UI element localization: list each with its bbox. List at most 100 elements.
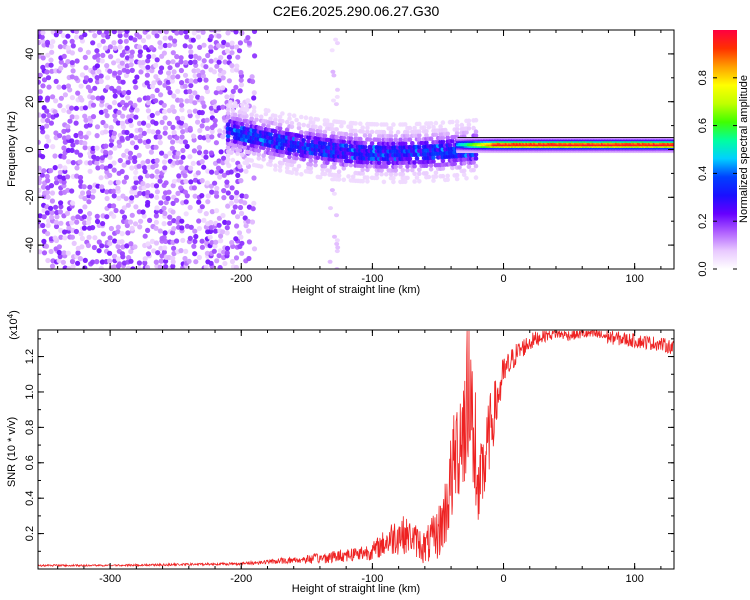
spectrogram-cell — [280, 161, 285, 166]
spectrogram-cell — [251, 246, 258, 252]
spectrogram-cell — [45, 257, 51, 264]
spectrogram-cell — [393, 133, 399, 139]
spectrogram-cell — [170, 124, 176, 130]
spectrogram-cell — [145, 251, 151, 257]
spectrogram-cell — [424, 129, 429, 134]
spectrogram-cell — [313, 162, 318, 168]
spectrogram-cell — [56, 84, 62, 90]
spectrogram-cell — [273, 113, 278, 119]
spectrogram-cell — [235, 214, 241, 220]
spectrogram-cell — [74, 219, 80, 225]
spectrogram-cell — [251, 200, 257, 206]
spectrogram-cell — [95, 95, 101, 101]
spectrogram-cell — [330, 130, 336, 135]
spectrogram-cell — [461, 160, 467, 166]
spectrogram-cell — [192, 73, 198, 79]
spectrogram-cell — [43, 143, 50, 149]
spectrogram-cell — [69, 95, 75, 101]
spectrogram-cell — [137, 175, 144, 181]
spectrogram-cell — [334, 238, 340, 243]
spectrogram-cell — [119, 231, 125, 237]
spectrogram-cell — [91, 244, 97, 251]
spectrogram-cell — [217, 128, 223, 134]
spectrogram-cell — [83, 65, 89, 71]
spectrogram-cell — [83, 117, 89, 123]
spectrogram-cell — [49, 214, 55, 220]
spectrogram-cell — [73, 105, 79, 111]
spectrogram-cell — [117, 44, 123, 50]
spectrogram-cell — [362, 140, 368, 146]
spectrogram-cell — [176, 173, 182, 179]
spectrogram-cell — [112, 113, 118, 119]
spectrogram-cell — [95, 155, 101, 162]
spectrogram-cell — [374, 122, 380, 127]
spectrogram-cell — [66, 109, 72, 115]
spectrogram-cell — [209, 169, 215, 175]
spectrogram-cell — [188, 94, 194, 100]
spectrogram-cell — [284, 127, 290, 132]
spectrogram-cell — [44, 123, 50, 129]
spectrogram-cell — [57, 174, 63, 180]
spectrogram-cell — [329, 126, 335, 132]
spectrogram-cell — [140, 65, 147, 71]
spectrogram-cell — [49, 68, 55, 74]
spectrogram-cell — [348, 162, 354, 168]
x-tick-label: -200 — [230, 273, 252, 285]
spectrogram-cell — [208, 34, 214, 40]
spectrogram-cell — [230, 104, 236, 109]
spectrogram-cell — [365, 125, 370, 131]
spectrogram-cell — [289, 120, 295, 126]
spectrogram-cell — [287, 116, 292, 121]
spectrogram-cell — [82, 113, 88, 119]
spectrogram-cell — [48, 248, 54, 255]
spectrogram-cell — [270, 155, 276, 160]
spectrogram-cell — [261, 122, 266, 128]
spectrogram-cell — [146, 128, 152, 134]
spectrogram-cell — [39, 34, 45, 40]
spectrogram-cell — [203, 64, 209, 70]
spectrogram-cell — [151, 80, 157, 86]
spectrogram-cell — [443, 127, 448, 133]
spectrogram-cell — [62, 165, 68, 171]
spectrogram-cell — [155, 129, 161, 135]
spectrogram-cell — [144, 264, 151, 269]
spectrogram-cell — [174, 30, 180, 36]
spectrogram-cell — [117, 157, 123, 164]
spectrogram-cell — [82, 32, 88, 38]
spectrogram-cell — [45, 75, 52, 81]
spectrogram-cell — [466, 126, 472, 131]
spectrogram-cell — [67, 118, 73, 124]
spectrogram-cell — [183, 30, 189, 35]
spectrogram-cell — [121, 205, 127, 211]
spectrogram-cell — [360, 171, 366, 176]
spectrogram-cell — [388, 126, 394, 131]
spectrogram-cell — [393, 137, 399, 143]
spectrogram-cell — [240, 121, 245, 127]
spectrogram-cell — [213, 90, 219, 96]
spectrogram-cell — [407, 125, 413, 131]
spectrogram-cell — [124, 30, 130, 34]
spectrogram-cell — [374, 175, 380, 181]
spectrogram-cell — [454, 119, 460, 124]
spectrogram-cell — [203, 77, 209, 83]
spectrogram-cell — [61, 145, 67, 151]
spectrogram-cell — [215, 43, 222, 49]
spectrogram-cell — [94, 218, 101, 225]
spectrogram-cell — [232, 204, 238, 210]
spectrogram-cell — [166, 108, 172, 114]
spectrogram-cell — [98, 175, 104, 181]
spectrogram-cell — [178, 30, 184, 36]
spectrogram-cell — [193, 233, 199, 240]
spectrogram-cell — [161, 221, 167, 227]
spectrogram-cell — [87, 168, 93, 174]
spectrogram-cell — [163, 258, 169, 264]
spectrogram-cell — [153, 144, 159, 150]
spectrogram-cell — [53, 204, 59, 210]
spectrogram-cell — [125, 68, 131, 75]
spectrogram-cell — [163, 30, 169, 35]
spectrogram-cell — [77, 152, 84, 158]
snr-x-ticks: -300 -200 -100 0 100 — [57, 330, 662, 585]
spectrogram-cell — [82, 204, 88, 210]
spectrogram-cell — [201, 164, 207, 170]
spectrogram-cell — [379, 171, 384, 177]
